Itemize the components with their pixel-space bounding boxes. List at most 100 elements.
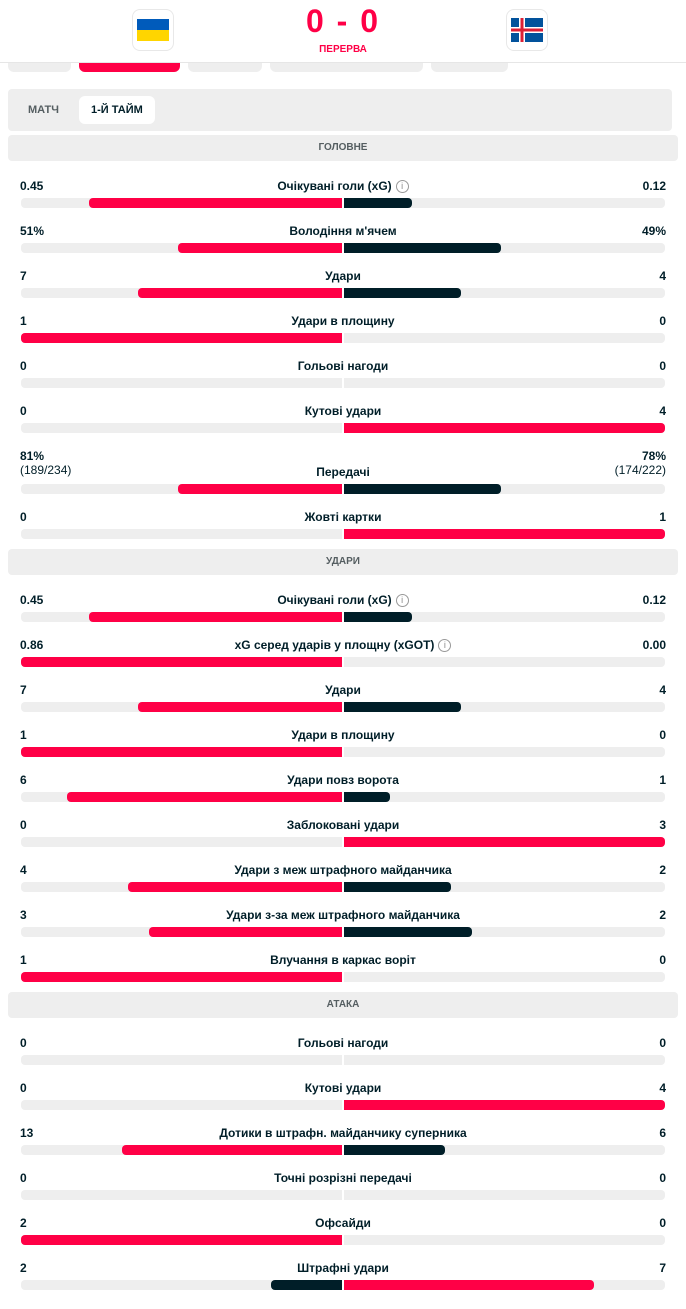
home-bar-track (21, 927, 342, 937)
stat-label: Удари в площину (21, 728, 665, 742)
stat-label-text: Дотики в штрафн. майданчику суперника (219, 1126, 467, 1140)
home-value: 0 (20, 510, 27, 524)
stat-bar (21, 702, 665, 712)
away-value-main: 2 (659, 863, 666, 877)
stat-row: 6 Удари повз ворота 1 (20, 769, 666, 814)
home-value-main: 3 (20, 908, 27, 922)
stat-label-text: Удари (325, 683, 361, 697)
home-bar-fill (21, 747, 342, 757)
stat-label: Жовті картки (21, 510, 665, 524)
home-value-main: 0 (20, 1171, 27, 1185)
home-value: 0 (20, 818, 27, 832)
home-value-main: 0.45 (20, 593, 44, 607)
away-team-logo[interactable] (506, 9, 548, 51)
away-value: 0 (659, 953, 666, 967)
home-value: 0.86 (20, 638, 43, 652)
stat-row: 13 Дотики в штрафн. майданчику суперника 6 (20, 1122, 666, 1167)
stat-label: Офсайди (21, 1216, 665, 1230)
info-icon[interactable]: i (438, 639, 452, 652)
statistics-list: ГОЛОВНЕ 0.45 Очікувані голи (xG) i 0.12 51% Во… (0, 135, 686, 1302)
stat-row: 2 Офсайди 0 (20, 1212, 666, 1257)
home-bar-track (21, 378, 342, 388)
stat-bar (21, 657, 665, 667)
home-value: 1 (20, 728, 27, 742)
stat-row: 2 Штрафні удари 7 (20, 1257, 666, 1302)
home-bar-fill (21, 1235, 342, 1245)
period-tab-match[interactable]: МАТЧ (28, 104, 60, 116)
away-bar-track (344, 423, 665, 433)
away-value-main: 0.00 (642, 638, 666, 652)
away-value: 0.00 (643, 638, 666, 652)
home-value: 6 (20, 773, 27, 787)
away-value-main: 4 (659, 1081, 666, 1095)
away-value-main: 1 (659, 773, 666, 787)
stat-row: 0.86 xG серед ударів у площну (xGOT) i 0.00 (20, 634, 666, 679)
home-value-main: 7 (20, 269, 27, 283)
home-bar-track (21, 243, 342, 253)
home-value: 7 (20, 269, 27, 283)
home-bar-fill (178, 484, 342, 494)
away-value: 6 (659, 1126, 666, 1140)
stat-row: 1 Влучання в каркас воріт 0 (20, 949, 666, 994)
stat-row: 0 Гольові нагоди 0 (20, 1032, 666, 1077)
away-value: 0.12 (643, 179, 666, 193)
away-value: 2 (659, 908, 666, 922)
stat-label: Влучання в каркас воріт (21, 953, 665, 967)
away-value-main: 0 (659, 1036, 666, 1050)
away-bar-track (344, 927, 665, 937)
home-bar-track (21, 882, 342, 892)
home-bar-track (21, 288, 342, 298)
stat-row: 0 Кутові удари 4 (20, 1077, 666, 1122)
home-value-main: 7 (20, 683, 27, 697)
stat-bar (21, 529, 665, 539)
stat-label-text: Точні розрізні передачі (274, 1171, 412, 1185)
stat-row: 0 Точні розрізні передачі 0 (20, 1167, 666, 1212)
home-value: 2 (20, 1216, 27, 1230)
home-bar-fill (21, 657, 342, 667)
home-bar-fill (88, 198, 342, 208)
stat-label-text: Передачі (316, 465, 370, 479)
home-bar-track (21, 529, 342, 539)
away-bar-track (344, 333, 665, 343)
stat-label: Гольові нагоди (21, 359, 665, 373)
away-bar-track (344, 612, 665, 622)
info-icon[interactable]: i (395, 180, 409, 193)
away-value: 78% (174/222) (615, 449, 666, 477)
away-bar-fill (344, 288, 461, 298)
home-value-main: 0 (20, 510, 27, 524)
home-team-logo[interactable] (132, 9, 174, 51)
home-value-main: 51% (20, 224, 45, 238)
home-bar-fill (137, 702, 342, 712)
stat-label-text: Удари повз ворота (287, 773, 399, 787)
away-bar-fill (344, 882, 451, 892)
away-value-main: 7 (659, 1261, 666, 1275)
period-tab-first-half[interactable]: 1-Й ТАЙМ (79, 96, 155, 124)
stat-row: 81% (189/234) Передачі 78% (174/222) (20, 445, 666, 506)
stat-label-text: Очікувані голи (xG) (277, 593, 392, 607)
home-bar-fill (21, 972, 342, 982)
home-bar-fill (270, 1280, 342, 1290)
away-value: 0.12 (643, 593, 666, 607)
away-bar-fill (344, 529, 665, 539)
away-value: 49% (642, 224, 666, 238)
home-bar-track (21, 747, 342, 757)
home-value: 4 (20, 863, 27, 877)
away-value: 4 (659, 269, 666, 283)
stat-label-text: Удари з-за меж штрафного майданчика (226, 908, 460, 922)
stat-bar (21, 612, 665, 622)
info-icon[interactable]: i (395, 594, 409, 607)
away-bar-fill (344, 484, 502, 494)
stat-row: 3 Удари з-за меж штрафного майданчика 2 (20, 904, 666, 949)
away-value-main: 49% (641, 224, 666, 238)
home-bar-track (21, 484, 342, 494)
away-value-main: 0 (659, 728, 666, 742)
home-bar-fill (88, 612, 342, 622)
stat-label-text: Володіння м'ячем (289, 224, 397, 238)
stat-bar (21, 1055, 665, 1065)
period-tabs: МАТЧ 1-Й ТАЙМ (8, 89, 672, 131)
stat-label-text: Удари в площину (291, 728, 395, 742)
stat-label: Заблоковані удари (21, 818, 665, 832)
stat-bar (21, 1145, 665, 1155)
away-value: 0 (659, 359, 666, 373)
home-value: 0 (20, 1036, 27, 1050)
